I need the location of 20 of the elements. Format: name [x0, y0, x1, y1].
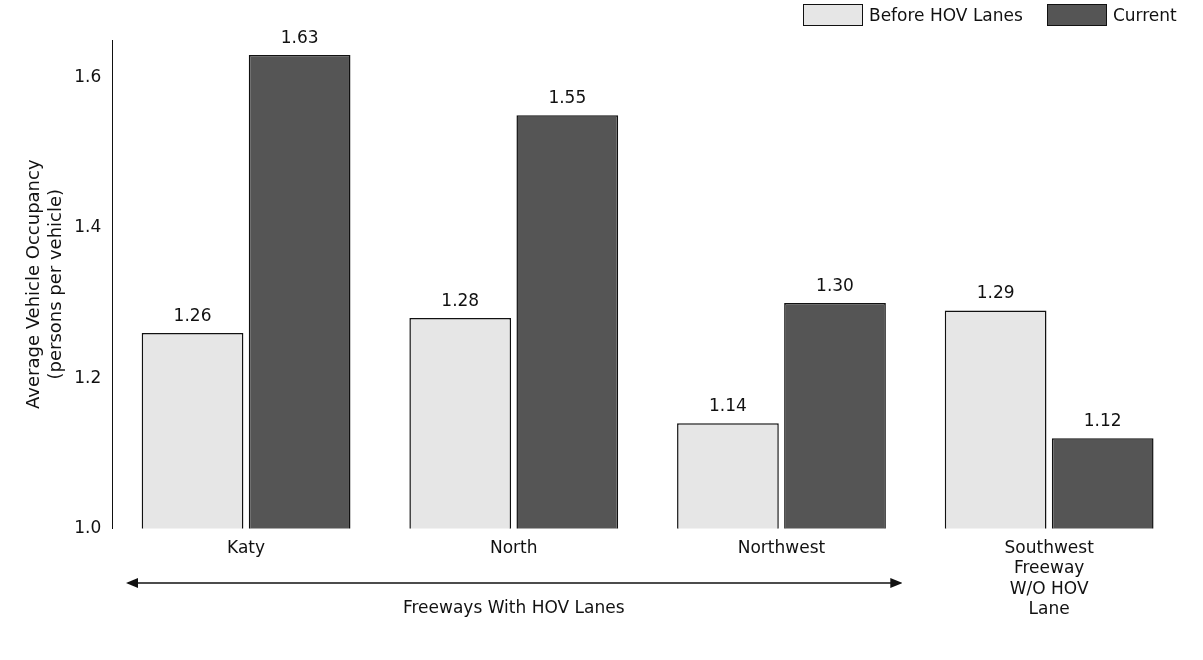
data-label: 1.26 — [173, 304, 212, 325]
y-tick-label: 1.6 — [74, 65, 102, 86]
data-label: 1.12 — [1083, 410, 1122, 431]
y-axis-title: Average Vehicle Occupancy (persons per vehicle) — [22, 159, 66, 409]
x-tick-label: North — [490, 537, 538, 558]
data-label: 1.28 — [441, 289, 480, 310]
data-label: 1.63 — [280, 26, 319, 47]
x-tick-label: Katy — [227, 537, 266, 558]
y-tick-label: 1.4 — [74, 216, 102, 237]
x-tick-label: Northwest — [737, 537, 826, 558]
y-tick-label: 1.0 — [74, 516, 102, 537]
data-label: 1.14 — [709, 395, 747, 416]
y-tick-label: 1.2 — [74, 366, 102, 387]
data-label: 1.29 — [976, 282, 1015, 303]
x-tick-label: Southwest Freeway W/O HOV Lane — [1004, 537, 1095, 619]
data-label: 1.30 — [816, 274, 854, 295]
legend-label: Current — [1112, 5, 1177, 25]
text: Freeways With HOV Lanes — [401, 597, 626, 618]
legend-label: Before HOV Lanes — [869, 5, 1023, 25]
data-label: 1.55 — [548, 87, 587, 108]
